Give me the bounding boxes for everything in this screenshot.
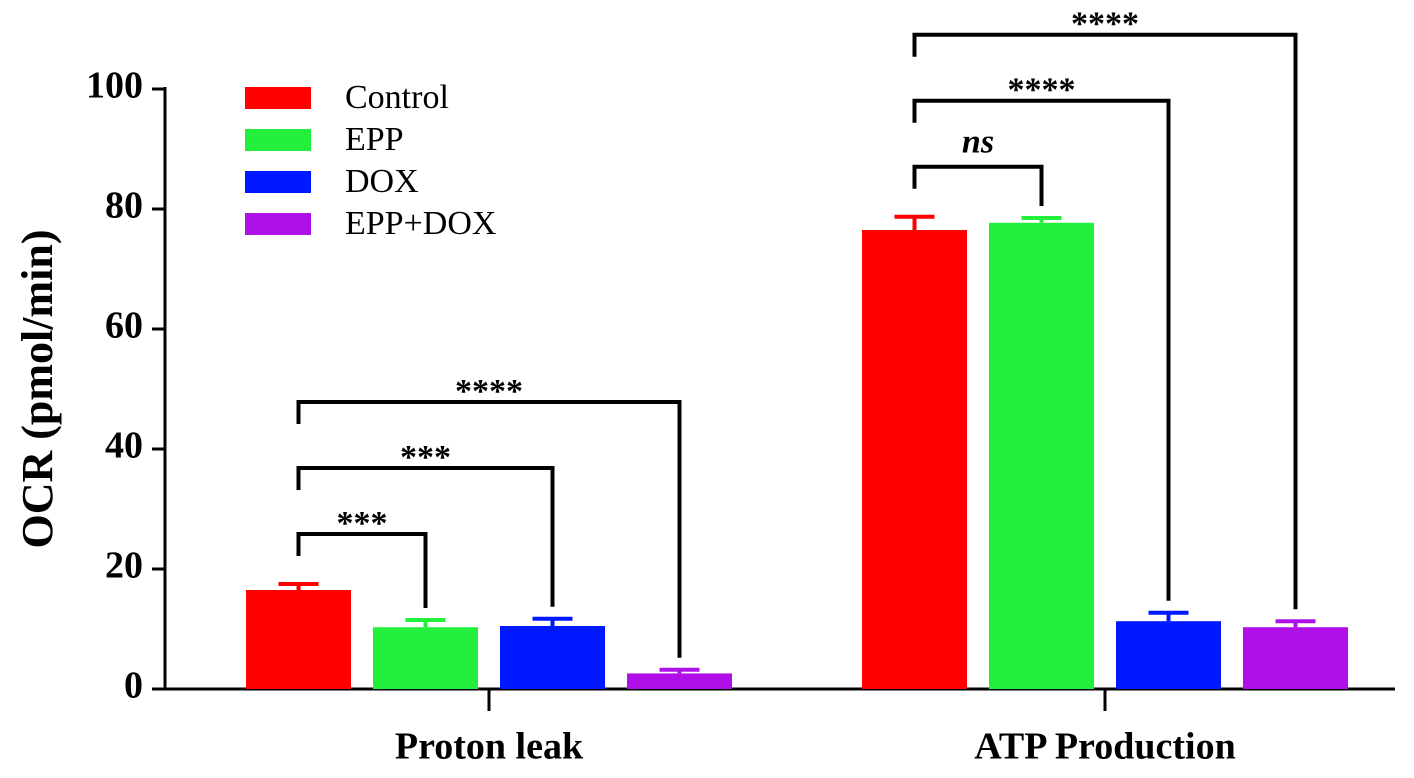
legend-label: EPP+DOX <box>345 205 496 242</box>
significance-label: **** <box>1071 6 1139 43</box>
error-bar <box>1148 610 1189 622</box>
bar <box>373 627 478 689</box>
error-bar <box>1275 619 1316 628</box>
y-tick-label: 40 <box>105 425 143 467</box>
significance-label: **** <box>1008 72 1076 109</box>
error-bar <box>659 667 700 674</box>
significance-label: *** <box>400 439 451 476</box>
significance-label: **** <box>455 373 523 410</box>
significance-bracket <box>296 532 428 608</box>
legend-swatch <box>245 171 311 193</box>
bar <box>1243 627 1348 689</box>
y-tick-label: 80 <box>105 185 143 227</box>
significance-label: ns <box>962 124 994 161</box>
legend-swatch <box>245 213 311 235</box>
significance-bracket <box>912 164 1044 206</box>
y-axis-label: OCR (pmol/min) <box>13 230 62 549</box>
y-tick-label: 0 <box>124 665 143 707</box>
legend-label: EPP <box>345 121 404 158</box>
bar <box>246 590 351 689</box>
x-tick-label: Proton leak <box>395 726 584 768</box>
bar <box>500 626 605 689</box>
significance-bracket <box>296 466 555 607</box>
legend-swatch <box>245 87 311 109</box>
bar <box>1116 621 1221 689</box>
x-tick-label: ATP Production <box>974 726 1235 768</box>
error-bar <box>278 582 319 590</box>
y-tick-label: 60 <box>105 305 143 347</box>
bar <box>989 222 1094 690</box>
error-bar <box>894 214 935 230</box>
significance-bracket <box>912 32 1298 610</box>
error-bar <box>405 618 446 628</box>
bar <box>862 230 967 689</box>
significance-label: *** <box>337 505 388 542</box>
error-bar <box>1021 216 1062 223</box>
legend-swatch <box>245 129 311 151</box>
significance-bracket <box>296 400 682 658</box>
error-bar <box>532 616 573 626</box>
legend-label: DOX <box>345 163 419 200</box>
y-tick-label: 100 <box>86 65 143 107</box>
bar <box>627 673 732 689</box>
significance-bracket <box>912 98 1171 601</box>
y-tick-label: 20 <box>105 545 143 587</box>
legend-label: Control <box>345 79 449 116</box>
